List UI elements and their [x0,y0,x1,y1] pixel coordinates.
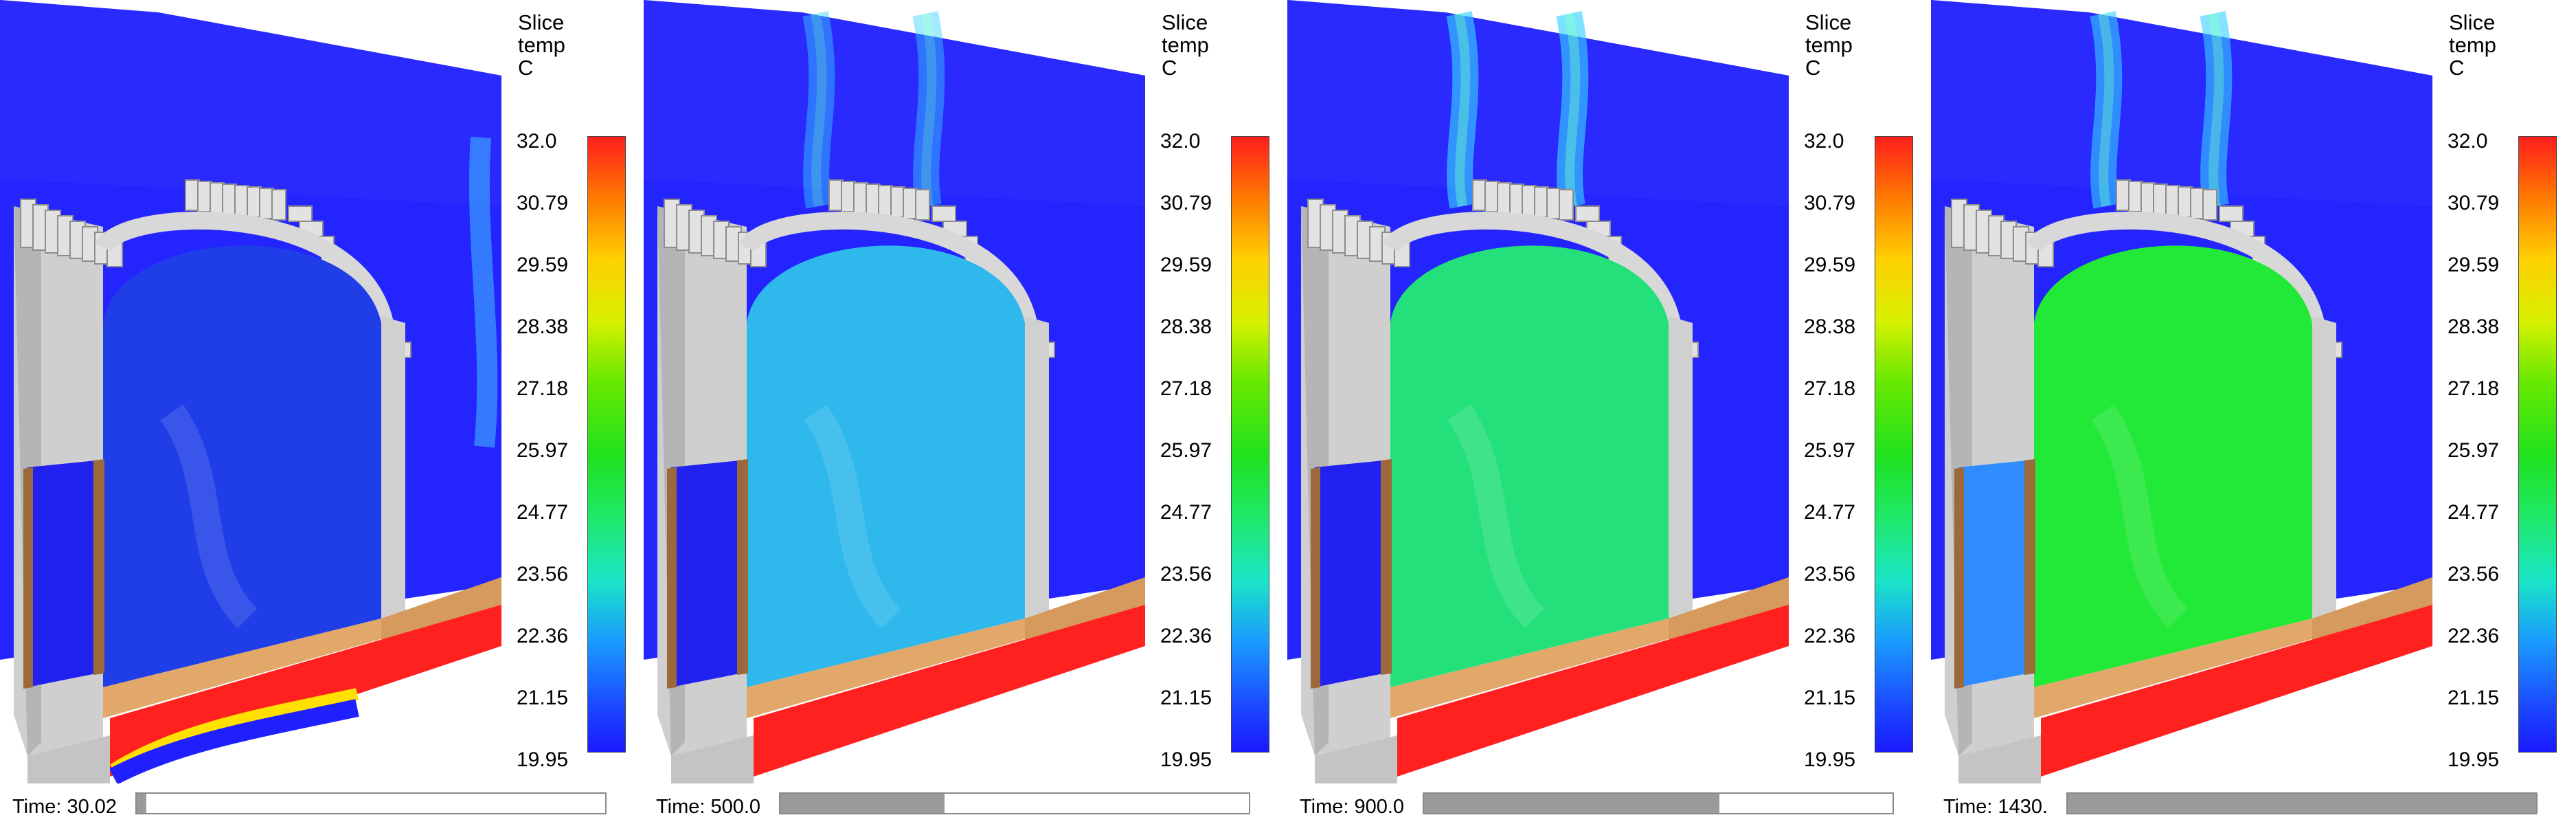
colorbar-tick-label: 30.79 [1160,192,1212,214]
colorbar-tick-label: 22.36 [1160,625,1212,647]
sim-panel-2: Slice temp C 32.0 30.79 29.59 28.38 27.18 25.97 2… [644,0,1287,835]
room-scene [644,0,1145,783]
colorbar-tick-label: 21.15 [1804,687,1856,709]
colorbar-tick-label: 19.95 [517,748,569,771]
colorbar-tick-label: 23.56 [1804,563,1856,586]
colorbar-tick-label: 21.15 [517,687,569,709]
colorbar-tick-label: 21.15 [1160,687,1212,709]
colorbar-tick-label: 32.0 [517,130,557,153]
colorbar-tick-label: 27.18 [1160,377,1212,400]
time-label: Time: 900.0 [1300,796,1405,818]
colorbar-tick-label: 21.15 [2448,687,2500,709]
colorbar-title: Slice temp C [518,11,565,79]
colorbar-tick-label: 27.18 [1804,377,1856,400]
time-slider[interactable] [1423,792,1894,814]
colorbar-tick-label: 19.95 [2448,748,2500,771]
room-scene [1931,0,2432,783]
colorbar-tick-label: 28.38 [1804,315,1856,338]
sim-panel-1: Slice temp C 32.0 30.79 29.59 28.38 27.18 25.97 2… [0,0,644,835]
colorbar-tick-label: 24.77 [517,501,569,524]
time-label: Time: 500.0 [656,796,761,818]
colorbar-title-line: Slice [1162,10,1208,34]
colorbar [587,136,626,753]
colorbar-tick-label: 27.18 [517,377,569,400]
colorbar-tick-label: 25.97 [1160,439,1212,462]
colorbar-tick-label: 30.79 [1804,192,1856,214]
colorbar-tick-label: 30.79 [2448,192,2500,214]
colorbar-title: Slice temp C [1805,11,1853,79]
colorbar-tick-label: 23.56 [1160,563,1212,586]
colorbar-tick-label: 29.59 [1804,254,1856,276]
colorbar [1231,136,1269,753]
colorbar-tick-label: 32.0 [2448,130,2488,153]
colorbar-tick-label: 19.95 [1160,748,1212,771]
sim-panel-4: Slice temp C 32.0 30.79 29.59 28.38 27.18 25.97 2… [1931,0,2575,835]
colorbar [1875,136,1913,753]
colorbar-tick-label: 28.38 [517,315,569,338]
colorbar-title-line: temp [2449,33,2496,57]
colorbar-tick-label: 23.56 [517,563,569,586]
colorbar-title: Slice temp C [1162,11,1209,79]
colorbar-title-line: Slice [1805,10,1852,34]
colorbar-tick-label: 25.97 [517,439,569,462]
colorbar-title: Slice temp C [2449,11,2496,79]
colorbar-tick-label: 32.0 [1804,130,1844,153]
time-slider-fill [2068,794,2536,813]
colorbar-title-line: Slice [2449,10,2496,34]
colorbar-title-line: temp [1805,33,1853,57]
colorbar-title-line: C [2449,56,2465,80]
colorbar-tick-label: 25.97 [2448,439,2500,462]
time-slider[interactable] [135,792,607,814]
colorbar-tick-label: 22.36 [517,625,569,647]
colorbar-tick-label: 25.97 [1804,439,1856,462]
colorbar-tick-label: 29.59 [2448,254,2500,276]
colorbar-tick-label: 30.79 [517,192,569,214]
colorbar-tick-label: 24.77 [1804,501,1856,524]
time-slider[interactable] [2066,792,2538,814]
colorbar-tick-label: 22.36 [1804,625,1856,647]
colorbar-tick-label: 32.0 [1160,130,1201,153]
colorbar-title-line: Slice [518,10,565,34]
time-slider[interactable] [779,792,1250,814]
time-slider-fill [137,794,146,813]
colorbar-tick-label: 22.36 [2448,625,2500,647]
room-scene [1287,0,1789,783]
colorbar-title-line: C [1162,56,1177,80]
room-scene [0,0,501,783]
colorbar-tick-label: 19.95 [1804,748,1856,771]
colorbar-tick-label: 24.77 [2448,501,2500,524]
colorbar-tick-label: 28.38 [1160,315,1212,338]
colorbar-title-line: temp [1162,33,1209,57]
colorbar-tick-label: 29.59 [1160,254,1212,276]
colorbar-tick-label: 24.77 [1160,501,1212,524]
colorbar-title-line: C [518,56,534,80]
colorbar-tick-label: 27.18 [2448,377,2500,400]
time-slider-fill [780,794,945,813]
colorbar-title-line: temp [518,33,565,57]
time-label: Time: 30.02 [12,796,117,818]
colorbar-tick-label: 29.59 [517,254,569,276]
time-label: Time: 1430. [1943,796,2048,818]
time-slider-fill [1424,794,1719,813]
colorbar-tick-label: 23.56 [2448,563,2500,586]
colorbar [2518,136,2557,753]
colorbar-tick-label: 28.38 [2448,315,2500,338]
sim-panel-3: Slice temp C 32.0 30.79 29.59 28.38 27.18 25.97 2… [1287,0,1931,835]
colorbar-title-line: C [1805,56,1821,80]
